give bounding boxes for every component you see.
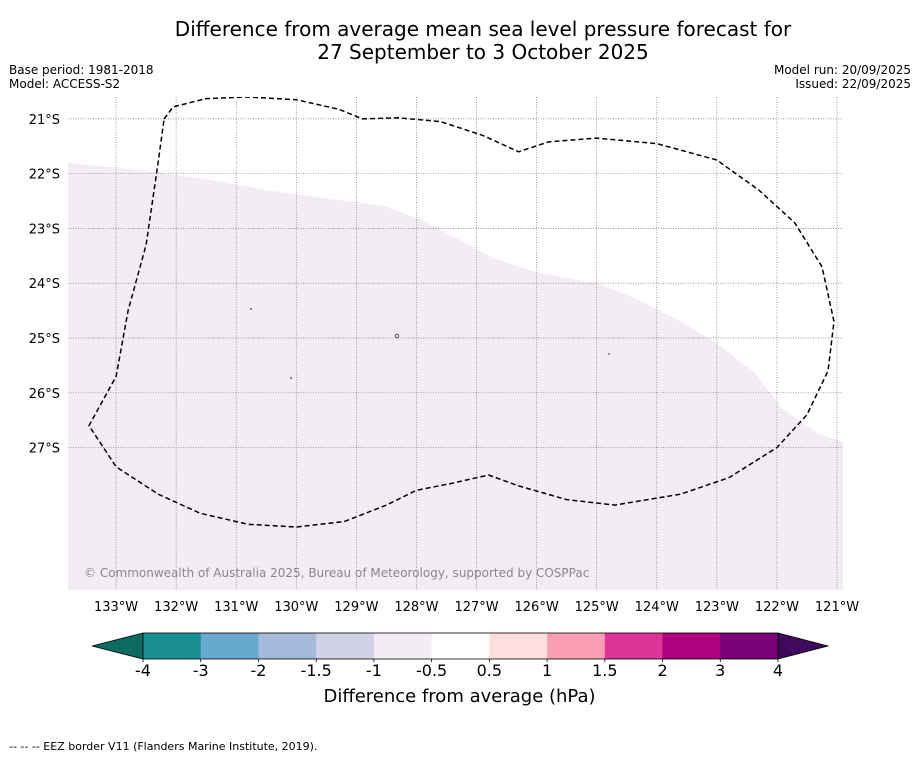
longitude-label: 132°W — [154, 600, 198, 615]
colorbar-segment — [258, 633, 317, 659]
eez-border-line — [88, 97, 835, 528]
colorbar-segment — [373, 633, 433, 659]
longitude-label: 133°W — [94, 600, 138, 615]
colorbar-tick-label: -2 — [250, 661, 266, 680]
colorbar-segment — [489, 633, 548, 659]
latitude-label: 23°S — [29, 222, 60, 237]
colorbar: -4 -3 -2 -1.5 -1 -0.5 0.5 1 1.5 2 3 4 — [91, 632, 830, 680]
longitude-label: 121°W — [815, 600, 859, 615]
colorbar-segments — [142, 632, 779, 660]
colorbar-tick-label: -1 — [366, 661, 382, 680]
longitude-labels: 133°W 132°W 131°W 130°W 129°W 128°W 127°W 126°W… — [94, 600, 859, 615]
colorbar-under-arrow — [91, 632, 144, 660]
map-figure: © Commonwealth of Australia 2025, Bureau… — [29, 97, 859, 615]
colorbar-segment — [662, 633, 721, 659]
island-marker — [250, 308, 252, 310]
longitude-label: 131°W — [214, 600, 258, 615]
colorbar-segment — [547, 633, 606, 659]
latitude-label: 27°S — [29, 442, 60, 457]
colorbar-tick-label: -1.5 — [301, 661, 332, 680]
latitude-label: 26°S — [29, 387, 60, 402]
longitude-label: 129°W — [334, 600, 378, 615]
copyright-text: © Commonwealth of Australia 2025, Bureau… — [84, 566, 589, 580]
latitude-label: 25°S — [29, 332, 60, 347]
colorbar-segment — [316, 633, 375, 659]
issued-date: Issued: 22/09/2025 — [795, 77, 911, 91]
colorbar-over-arrow — [777, 632, 830, 660]
longitude-label: 130°W — [274, 600, 318, 615]
colorbar-title: Difference from average (hPa) — [323, 686, 596, 707]
colorbar-segment — [431, 633, 490, 659]
latitude-label: 21°S — [29, 113, 60, 128]
island-markers — [250, 308, 610, 379]
longitude-label: 127°W — [454, 600, 498, 615]
colorbar-segment — [200, 633, 259, 659]
anomaly-region--1-to--0.5 — [68, 162, 843, 590]
colorbar-tick-labels: -4 -3 -2 -1.5 -1 -0.5 0.5 1 1.5 2 3 4 — [135, 659, 783, 680]
model-run: Model run: 20/09/2025 — [773, 63, 911, 77]
colorbar-tick-label: 2 — [657, 661, 667, 680]
graticule — [68, 97, 843, 590]
island-marker — [608, 353, 610, 355]
longitude-label: 128°W — [394, 600, 438, 615]
colorbar-tick-label: 3 — [715, 661, 725, 680]
latitude-labels: 21°S 22°S 23°S 24°S 25°S 26°S 27°S — [29, 113, 60, 457]
latitude-label: 24°S — [29, 277, 60, 292]
colorbar-tick-label: -4 — [135, 661, 151, 680]
colorbar-tick-label: 0.5 — [477, 661, 502, 680]
colorbar-segment — [604, 633, 664, 659]
colorbar-segment — [143, 633, 202, 659]
colorbar-tick-label: -0.5 — [416, 661, 447, 680]
longitude-label: 123°W — [695, 600, 739, 615]
colorbar-tick-label: 4 — [773, 661, 783, 680]
meta-left: Base period: 1981-2018 Model: ACCESS-S2 — [9, 63, 154, 91]
island-marker — [290, 377, 292, 379]
title-line-2: 27 September to 3 October 2025 — [317, 40, 649, 64]
longitude-label: 124°W — [635, 600, 679, 615]
longitude-label: 126°W — [515, 600, 559, 615]
base-period: Base period: 1981-2018 — [9, 63, 154, 77]
colorbar-tick-label: 1 — [542, 661, 552, 680]
eez-legend-footer: -- -- -- EEZ border V11 (Flanders Marine… — [9, 740, 318, 753]
map-title: Difference from average mean sea level p… — [0, 18, 919, 64]
colorbar-tick-label: 1.5 — [592, 661, 617, 680]
colorbar-tick-label: -3 — [193, 661, 209, 680]
model-name: Model: ACCESS-S2 — [9, 77, 121, 91]
longitude-label: 122°W — [755, 600, 799, 615]
latitude-label: 22°S — [29, 168, 60, 183]
longitude-label: 125°W — [575, 600, 619, 615]
meta-right: Model run: 20/09/2025 Issued: 22/09/2025 — [774, 63, 911, 91]
map-plot-area: © Commonwealth of Australia 2025, Bureau… — [68, 97, 843, 590]
title-line-1: Difference from average mean sea level p… — [174, 17, 792, 41]
island-marker — [394, 333, 400, 339]
colorbar-segment — [720, 633, 779, 659]
